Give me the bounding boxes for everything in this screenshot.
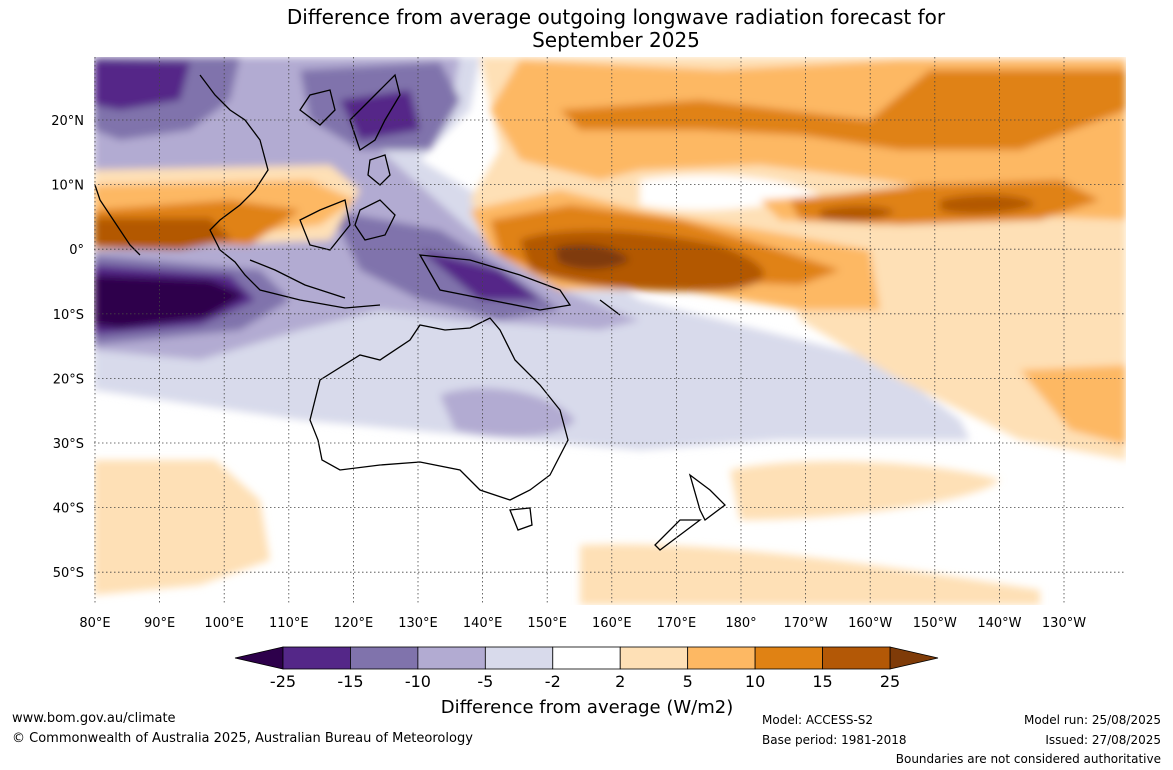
latitude-label: 10°S <box>53 308 84 323</box>
latitude-label: 40°S <box>53 502 84 517</box>
anomaly-field <box>94 57 1126 605</box>
base-period: Base period: 1981-2018 <box>762 733 907 747</box>
colorbar: -25 -15 -10 -5 -2 2 5 10 15 25 <box>234 646 939 691</box>
longitude-label: 130°W <box>1042 616 1086 631</box>
longitude-label: 160°E <box>592 616 632 631</box>
latitude-label: 50°S <box>53 566 84 581</box>
longitude-label: 80°E <box>79 616 110 631</box>
colorbar-tick-label: 25 <box>880 672 900 691</box>
colorbar-tick-label: 5 <box>683 672 693 691</box>
latitude-label: 30°S <box>53 437 84 452</box>
model-run-date: Model run: 25/08/2025 <box>1023 713 1161 727</box>
issued-date: Issued: 27/08/2025 <box>1045 733 1161 747</box>
latitude-labels: 20°N 10°N 0° 10°S 20°S 30°S 40°S 50°S <box>51 114 84 581</box>
colorbar-segment <box>417 646 486 670</box>
colorbar-tick-label: -2 <box>545 672 561 691</box>
latitude-label: 10°N <box>51 179 84 194</box>
longitude-label: 110°E <box>269 616 309 631</box>
boundaries-disclaimer: Boundaries are not considered authoritat… <box>895 752 1161 766</box>
longitude-label: 180° <box>725 616 756 631</box>
coastlines <box>94 73 726 551</box>
colorbar-tick-label: -15 <box>337 672 363 691</box>
map-title-line2: September 2025 <box>532 28 700 52</box>
longitude-label: 150°W <box>913 616 957 631</box>
colorbar-tick-label: 10 <box>745 672 765 691</box>
website-link[interactable]: www.bom.gov.au/climate <box>12 711 176 726</box>
colorbar-tick-label: 15 <box>812 672 832 691</box>
longitude-label: 120°E <box>334 616 374 631</box>
longitude-label: 100°E <box>204 616 244 631</box>
longitude-label: 140°E <box>463 616 503 631</box>
latitude-label: 20°S <box>53 372 84 387</box>
map-title-line1: Difference from average outgoing longwav… <box>286 5 946 29</box>
longitude-label: 140°W <box>977 616 1021 631</box>
graticule <box>94 57 1126 605</box>
colorbar-tick-label: -25 <box>270 672 296 691</box>
colorbar-title: Difference from average (W/m2) <box>441 697 733 718</box>
model-name: Model: ACCESS-S2 <box>762 713 874 727</box>
latitude-label: 20°N <box>51 114 84 129</box>
longitude-label: 170°E <box>657 616 697 631</box>
longitude-label: 160°W <box>848 616 892 631</box>
colorbar-segment <box>822 646 891 670</box>
colorbar-extend-high <box>889 646 939 670</box>
colorbar-segment <box>754 646 823 670</box>
longitude-label: 170°W <box>784 616 828 631</box>
colorbar-segment <box>552 646 621 670</box>
colorbar-segment <box>687 646 756 670</box>
colorbar-extend-low <box>234 646 284 670</box>
colorbar-tick-label: 2 <box>615 672 625 691</box>
colorbar-tick-label: -5 <box>477 672 493 691</box>
colorbar-tick-label: -10 <box>405 672 431 691</box>
longitude-label: 90°E <box>144 616 175 631</box>
longitude-label: 150°E <box>527 616 567 631</box>
copyright-text: © Commonwealth of Australia 2025, Austra… <box>12 731 473 746</box>
latitude-label: 0° <box>69 243 84 258</box>
colorbar-segment <box>484 646 554 670</box>
colorbar-segment <box>619 646 689 670</box>
longitude-labels: 80°E 90°E 100°E 110°E 120°E 130°E 140°E 150°E 16… <box>79 616 1086 631</box>
colorbar-segment <box>282 646 351 670</box>
longitude-label: 130°E <box>398 616 438 631</box>
colorbar-segment <box>350 646 419 670</box>
